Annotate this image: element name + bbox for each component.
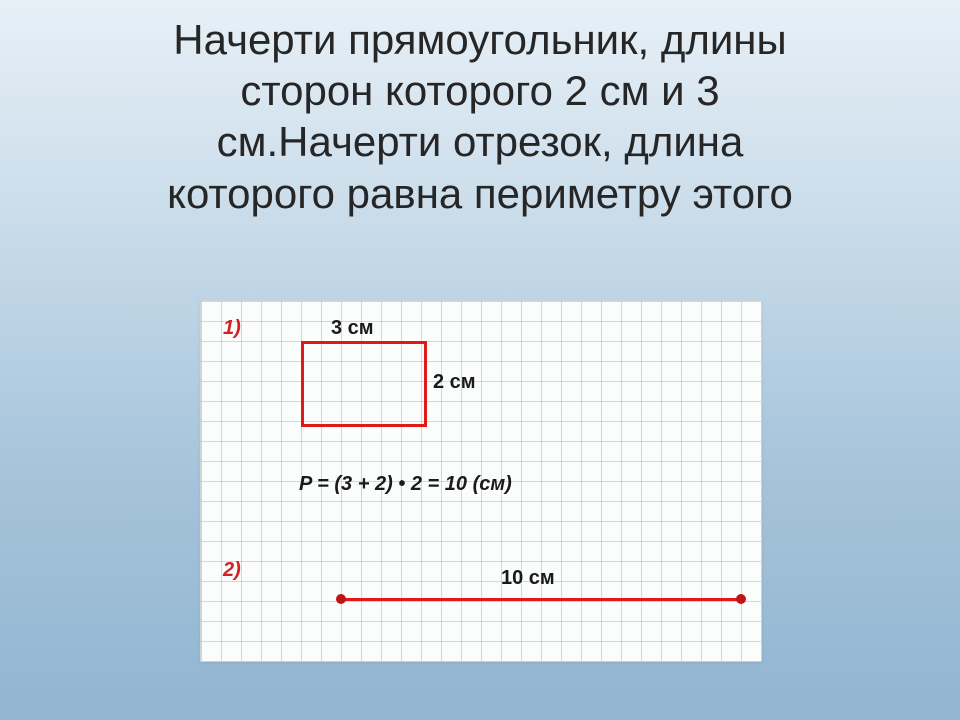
graph-paper: 1) 3 см 2 см P = (3 + 2) • 2 = 10 (см) 2… (200, 300, 762, 662)
segment-endpoint-left (336, 594, 346, 604)
rect-height-label: 2 см (433, 371, 476, 394)
title-line-4: которого равна периметру этого (70, 168, 890, 219)
title-line-2: сторон которого 2 см и 3 (70, 65, 890, 116)
title-line-1: Начерти прямоугольник, длины (70, 14, 890, 65)
rectangle-3x2 (301, 341, 427, 427)
perimeter-formula: P = (3 + 2) • 2 = 10 (см) (299, 473, 512, 496)
list-marker-1: 1) (223, 317, 241, 340)
list-marker-2: 2) (223, 559, 241, 582)
slide: { "title": { "line1": "Начерти прямоугол… (0, 0, 960, 720)
problem-statement: Начерти прямоугольник, длины сторон кото… (70, 14, 890, 219)
segment-endpoint-right (736, 594, 746, 604)
segment-10cm (341, 598, 741, 601)
title-line-3: см.Начерти отрезок, длина (70, 116, 890, 167)
segment-length-label: 10 см (501, 567, 555, 590)
rect-width-label: 3 см (331, 317, 374, 340)
